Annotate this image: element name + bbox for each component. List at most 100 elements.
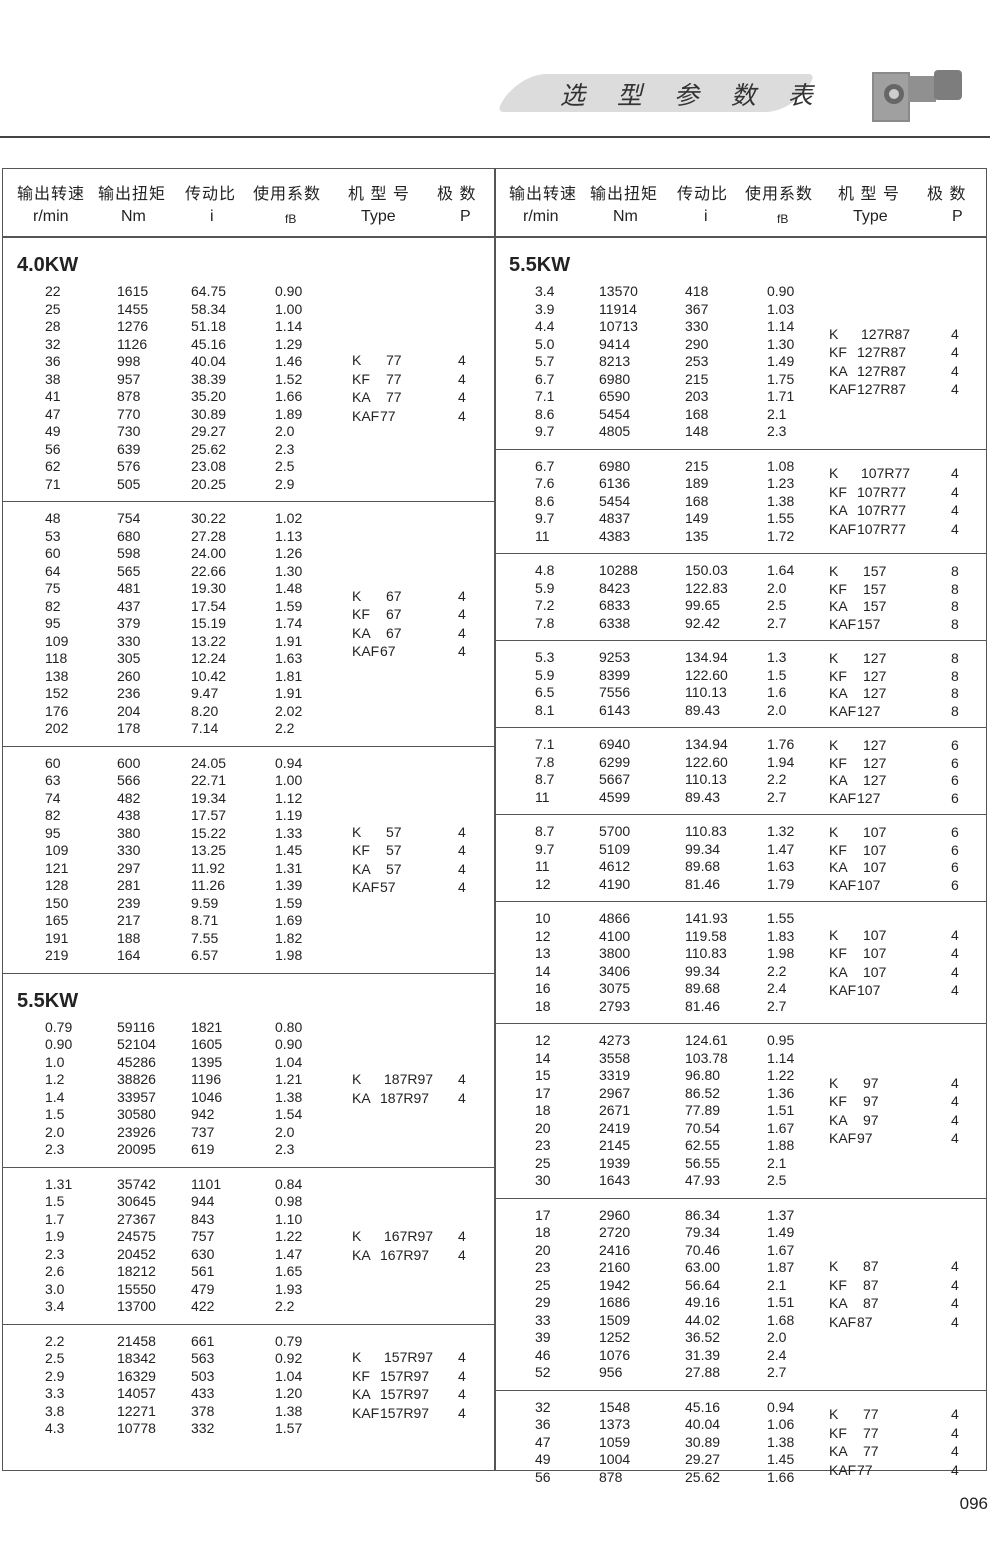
type-prefix: KAF [829,789,857,806]
service-factor-cell: 1.38 [767,492,795,509]
speed-cell: 2.6 [45,1263,65,1279]
ratio-cell: 110.13 [685,684,727,700]
service-factor-cell: 1.6 [767,684,787,700]
ratio-cell: 25.62 [191,440,227,457]
type-model: 57 [386,842,402,858]
table-block: 60 600 24.05 0.94 63 566 22.71 1.00 74 482 19.34 1.… [3,747,495,974]
type-list: K 127R87 4 KF 127R87 4 KA 127R87 4 KAF 127R87 4 [829,283,969,441]
speed-cell: 2.3 [45,1245,65,1262]
service-factor-cell: 1.88 [767,1137,795,1153]
type-prefix: KAF [352,879,380,895]
table-row: 95 379 15.19 1.74 [3,615,495,633]
service-factor-cell: 1.45 [767,1451,795,1467]
speed-cell: 53 [45,527,61,544]
table-row: 49 1004 29.27 1.45 [495,1451,987,1469]
speed-cell: 7.1 [535,736,555,752]
torque-cell: 639 [117,440,141,457]
type-model: 97 [863,1074,879,1091]
speed-cell: 3.4 [45,1298,65,1314]
service-factor-cell: 0.95 [767,1032,795,1048]
type-prefix: KF [829,344,847,361]
table-row: 6.5 7556 110.13 1.6 [495,684,987,702]
pole-count: 4 [951,982,959,998]
torque-cell: 4837 [599,510,631,526]
torque-cell: 3800 [599,945,631,961]
ratio-cell: 38.39 [191,370,227,387]
torque-cell: 9414 [599,335,631,352]
type-list: K 107R77 4 KF 107R77 4 KA 107R77 4 KAF 107R77 4 [829,458,969,546]
header-rule [0,136,990,138]
service-factor-cell: 1.22 [275,1228,303,1244]
table-row: 38 957 38.39 1.52 [3,371,495,389]
torque-cell: 2416 [599,1241,631,1258]
service-factor-cell: 1.51 [767,1294,795,1310]
type-prefix: KA [352,389,371,405]
ratio-cell: 215 [685,457,709,474]
page-number: 096 [959,1494,988,1513]
ratio-cell: 27.28 [191,527,227,544]
type-prefix: KF [829,1276,847,1293]
block-body: 32 1548 45.16 0.94 36 1373 40.04 1.06 47 1059 30.8… [495,1399,987,1487]
service-factor-cell: 2.1 [767,1154,787,1171]
pole-count: 8 [951,667,959,684]
pole-count: 4 [951,945,959,961]
service-factor-cell: 0.90 [275,283,303,299]
ratio-cell: 135 [685,527,709,544]
speed-cell: 2.3 [45,1141,65,1157]
torque-cell: 6143 [599,701,631,718]
block-body: 0.79 59116 1821 0.80 0.90 52104 1605 0.90 1.0 452… [3,1019,495,1159]
table-row: 6.7 6980 215 1.75 [495,371,987,389]
table-row: 18 2720 79.34 1.49 [495,1224,987,1242]
type-entry: KAF 107 4 [829,981,969,1000]
service-factor-cell: 2.7 [767,997,787,1014]
speed-cell: 56 [535,1468,551,1485]
table-row: 165 217 8.71 1.69 [3,912,495,930]
type-model: 127 [863,650,887,666]
speed-cell: 23 [535,1137,551,1153]
ratio-cell: 253 [685,353,709,369]
table-row: 41 878 35.20 1.66 [3,388,495,406]
type-entry: KF 67 4 [352,605,492,624]
speed-cell: 202 [45,720,69,736]
type-model: 97 [863,1093,879,1110]
torque-cell: 1643 [599,1172,631,1188]
table-row: 1.4 33957 1046 1.38 [3,1089,495,1107]
table-row: 33 1509 44.02 1.68 [495,1312,987,1330]
column-header-unit: P [460,208,471,225]
service-factor-cell: 1.55 [767,510,795,526]
torque-cell: 330 [117,842,141,858]
ratio-cell: 70.54 [685,1119,721,1136]
service-factor-cell: 1.98 [767,945,795,961]
type-prefix: K [829,1258,839,1274]
ratio-cell: 25.62 [685,1468,721,1485]
torque-cell: 2419 [599,1119,631,1136]
type-entry: K 107 4 [829,926,969,945]
ratio-cell: 30.22 [191,510,227,526]
table-row: 74 482 19.34 1.12 [3,790,495,808]
speed-cell: 8.1 [535,701,555,718]
pole-count: 4 [951,1074,959,1091]
type-entry: KF 107 6 [829,841,969,859]
speed-cell: 32 [45,335,61,352]
speed-cell: 20 [535,1119,551,1136]
type-entry: K 157R97 4 [352,1348,492,1367]
torque-cell: 24575 [117,1228,156,1244]
type-prefix: KA [829,1295,848,1311]
ratio-cell: 1101 [191,1175,222,1192]
speed-cell: 5.7 [535,353,555,369]
torque-cell: 730 [117,423,141,439]
column-header-unit: Type [361,208,396,225]
ratio-cell: 8.20 [191,702,219,719]
torque-cell: 5700 [599,823,631,839]
block-body: 6.7 6980 215 1.08 7.6 6136 189 1.23 8.6 5454 168 1.… [495,458,987,546]
ratio-cell: 30.89 [685,1433,721,1450]
type-model: 67 [386,624,402,641]
type-entry: KA 187R97 4 [352,1089,492,1108]
service-factor-cell: 2.7 [767,614,787,631]
type-prefix: K [829,737,839,753]
torque-cell: 2967 [599,1084,631,1101]
speed-cell: 219 [45,947,69,963]
torque-cell: 4805 [599,423,631,439]
type-prefix: KAF [829,381,857,398]
type-entry: KAF 107R77 4 [829,520,969,539]
